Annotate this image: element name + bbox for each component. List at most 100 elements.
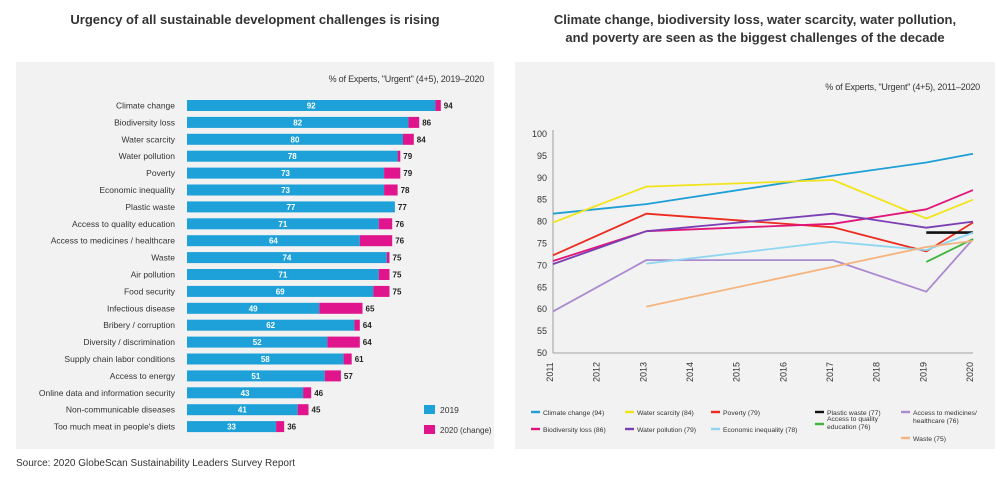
legend-label: Economic inequality (78)	[723, 427, 797, 434]
bar-value-2020: 57	[344, 372, 353, 381]
bar-value-2019: 71	[278, 220, 287, 229]
series-line	[552, 212, 974, 257]
bar-value-2019: 71	[278, 271, 287, 280]
bar-value-2019: 62	[266, 321, 275, 330]
bar-value-2020: 46	[314, 389, 323, 398]
y-tick-label: 75	[537, 239, 547, 249]
bar-2019	[187, 116, 409, 128]
bar-value-2019: 64	[269, 237, 278, 246]
series-line	[646, 231, 974, 265]
bar-2020-change	[397, 150, 401, 162]
legend-label-line: Access to quality	[827, 416, 879, 423]
bar-value-2019: 51	[251, 372, 260, 381]
bar-value-2019: 43	[241, 389, 250, 398]
x-tick-label: 2015	[732, 362, 742, 382]
bar-2020-change	[386, 252, 390, 264]
right-title-line-1: Climate change, biodiversity loss, water…	[553, 12, 957, 27]
bar-2019	[187, 319, 355, 331]
bar-value-2020: 79	[403, 152, 412, 161]
legend-label: Water pollution (79)	[637, 427, 696, 434]
series-line	[552, 238, 974, 313]
legend-label: Climate change (94)	[543, 410, 604, 417]
y-tick-label: 80	[537, 217, 547, 227]
bar-2020-change	[435, 100, 441, 111]
category-label: Access to medicines / healthcare	[51, 236, 176, 246]
legend-label: Access to quality education (76)	[827, 416, 879, 431]
right-title-line-2: and poverty are seen as the biggest chal…	[565, 30, 945, 45]
bar-value-2020: 75	[393, 287, 402, 296]
legend-swatch-2019	[424, 405, 435, 414]
x-tick-label: 2011	[545, 362, 555, 381]
y-tick-label: 50	[537, 348, 547, 358]
legend-label-2019: 2019	[440, 405, 459, 415]
bar-2019	[187, 133, 403, 145]
legend-swatch-2020	[424, 425, 435, 434]
bar-2019	[187, 387, 304, 399]
category-label: Access to energy	[110, 371, 176, 381]
bar-2020-change	[403, 133, 414, 145]
series-line	[925, 238, 974, 263]
x-tick-label: 2019	[918, 362, 928, 382]
category-label: Water scarcity	[121, 134, 175, 144]
bar-value-2019: 52	[253, 338, 262, 347]
bar-chart: Climate change 92 94 Biodiversity loss 82 86 W…	[39, 100, 492, 435]
category-label: Bribery / corruption	[103, 320, 175, 330]
bar-2020-change	[303, 387, 312, 399]
bar-value-2019: 74	[282, 254, 291, 263]
bar-value-2019: 69	[276, 287, 285, 296]
legend-label-line: Access to medicines/	[913, 410, 977, 417]
bar-2019	[187, 421, 277, 433]
bar-value-2020: 65	[366, 304, 375, 313]
bar-2019	[187, 285, 374, 297]
category-label: Air pollution	[131, 270, 176, 280]
line-chart-panel: % of Experts, "Urgent" (4+5), 2011–2020 …	[515, 62, 995, 449]
y-tick-label: 90	[537, 173, 547, 183]
series-line	[552, 152, 974, 215]
legend-label: Poverty (79)	[723, 410, 760, 417]
category-label: Waste	[151, 253, 175, 263]
bar-2019	[187, 353, 344, 365]
line-chart: 50 55 60 65 70 75 80 85 90 95 100 2011 2012 2013 2014 2…	[531, 129, 977, 443]
bar-2020-change	[384, 184, 398, 196]
x-tick-label: 2016	[778, 362, 788, 382]
bar-value-2020: 78	[401, 186, 410, 195]
category-label: Infectious disease	[107, 303, 175, 313]
category-label: Plastic waste	[125, 202, 175, 212]
legend-label-2020: 2020 (change)	[440, 426, 492, 435]
legend-label-line: education (76)	[827, 424, 870, 431]
bar-2020-change	[319, 302, 363, 314]
bar-2019	[187, 201, 395, 213]
bar-value-2019: 73	[281, 186, 290, 195]
y-tick-label: 65	[537, 282, 547, 292]
bar-value-2020: 36	[287, 423, 296, 432]
source-note: Source: 2020 GlobeScan Sustainability Le…	[16, 458, 296, 469]
y-tick-label: 55	[537, 326, 547, 336]
y-tick-label: 60	[537, 304, 547, 314]
bar-value-2019: 80	[291, 135, 300, 144]
category-label: Food security	[124, 286, 176, 296]
bar-value-2020: 76	[395, 237, 404, 246]
bar-value-2020: 75	[393, 271, 402, 280]
bar-2020-change	[384, 167, 401, 179]
bar-value-2020: 94	[444, 102, 453, 111]
bar-value-2019: 82	[293, 118, 302, 127]
category-label: Biodiversity loss	[114, 117, 175, 127]
bar-value-2020: 86	[422, 118, 431, 127]
category-label: Access to quality education	[72, 219, 175, 229]
bar-2019	[187, 404, 298, 416]
legend-label: Biodiversity loss (86)	[543, 427, 606, 434]
bar-2020-change	[276, 421, 285, 433]
left-chart-title: Urgency of all sustainable development c…	[70, 12, 440, 27]
bar-2020-change	[327, 336, 360, 348]
bar-2019	[187, 235, 360, 247]
bar-2019	[187, 252, 387, 264]
bar-value-2020: 64	[363, 338, 372, 347]
bar-value-2019: 92	[307, 102, 316, 111]
bar-2019	[187, 302, 320, 314]
category-label: Poverty	[146, 168, 176, 178]
bar-2019	[187, 150, 398, 162]
y-tick-label: 95	[537, 151, 547, 161]
bar-2020-change	[378, 269, 390, 280]
bar-2019	[187, 218, 379, 230]
bar-2019	[187, 269, 379, 280]
